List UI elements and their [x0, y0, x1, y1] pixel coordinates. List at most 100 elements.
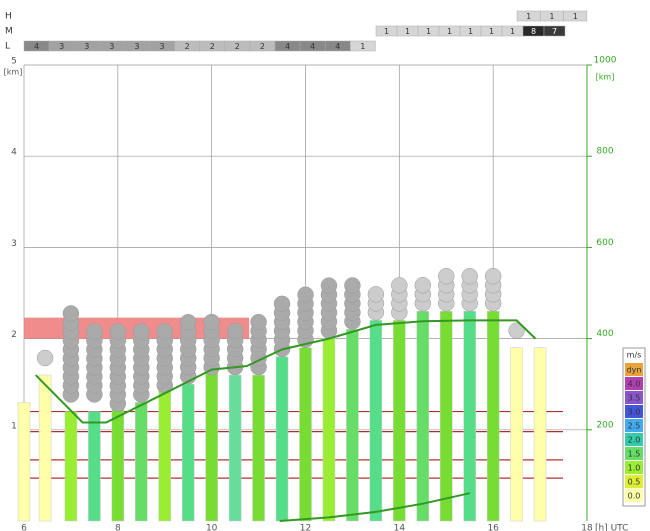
cover-value: 2: [260, 42, 265, 51]
legend-swatch: [625, 433, 643, 446]
y2-tick-label: 600: [596, 238, 613, 248]
cloud-puff: [203, 313, 220, 331]
cover-value: 3: [160, 42, 165, 51]
y-tick-label: 3: [11, 239, 17, 249]
cloud-puff: [226, 322, 244, 340]
x-axis-label: [h] UTC: [595, 524, 628, 531]
cover-value: 3: [84, 42, 89, 51]
thermal-column: [64, 411, 78, 522]
y-tick-label: 2: [11, 330, 17, 340]
y-axis-label: [km]: [4, 68, 23, 77]
thermal-column: [17, 402, 31, 522]
cloud-puff: [109, 323, 127, 340]
legend-swatch: [625, 377, 643, 390]
cover-value: 4: [310, 42, 315, 51]
cover-value: 1: [510, 27, 515, 36]
thermal-column: [346, 329, 359, 522]
legend-swatch: [625, 489, 643, 502]
cloud-puff: [273, 295, 291, 313]
row-label: L: [5, 42, 10, 52]
thermal-column: [369, 320, 383, 522]
y-tick-label: 1: [11, 421, 17, 431]
legend-title: m/s: [627, 351, 642, 360]
y2-tick-label: 1000: [594, 56, 617, 66]
cloud-stack: [391, 277, 408, 321]
legend-label: 2.5: [628, 422, 641, 431]
row-label: M: [5, 27, 13, 37]
legend-label: dyn: [627, 366, 642, 375]
cover-value: 2: [185, 42, 190, 51]
cloud-puff: [297, 286, 314, 303]
cloud-stack: [62, 305, 80, 403]
cloud-puff: [62, 305, 80, 322]
legend-label: 3.0: [628, 408, 641, 417]
cloud-stack: [508, 322, 525, 339]
cover-value: 1: [360, 42, 365, 51]
cover-value: 1: [489, 27, 494, 36]
cloud-puff: [344, 277, 361, 294]
legend-label: 0.0: [628, 492, 641, 501]
cloud-stack: [461, 267, 478, 312]
x-tick-label: 10: [206, 524, 218, 531]
cloud-puff: [86, 323, 103, 340]
cloud-stack: [86, 323, 103, 403]
thermal-column: [205, 365, 218, 522]
cloud-stack: [484, 267, 502, 312]
y-tick-label: 5: [11, 57, 17, 67]
x-tick-label: 18: [581, 524, 593, 531]
legend-label: 1.5: [628, 450, 641, 459]
cloud-stack: [414, 276, 432, 312]
thermal-column: [322, 338, 336, 522]
cloud-puff: [461, 267, 478, 285]
cloud-puff: [484, 267, 502, 285]
cloud-stack: [109, 323, 127, 412]
cover-value: 1: [573, 12, 578, 21]
cover-value: 7: [552, 27, 557, 36]
x-tick-label: 8: [115, 524, 121, 531]
legend-swatch: [625, 363, 643, 376]
cover-cell: [350, 40, 376, 52]
thermal-column: [158, 374, 171, 522]
cloud-puff: [508, 322, 525, 339]
cloud-puff: [438, 267, 455, 285]
thermal-column: [440, 310, 453, 522]
cloud-stack: [156, 323, 173, 394]
cloud-stack: [367, 286, 385, 321]
cloud-stack: [203, 313, 220, 376]
cover-value: 2: [235, 42, 240, 51]
thermal-column: [38, 374, 52, 522]
cloud-puff: [367, 286, 385, 303]
legend-label: 3.5: [628, 394, 641, 403]
cover-cell: [543, 25, 566, 37]
thermal-column: [228, 374, 242, 522]
cloud-stack: [133, 323, 150, 403]
cover-value: 1: [468, 27, 473, 36]
thermal-column: [275, 356, 289, 522]
cover-value: 1: [405, 27, 410, 36]
legend-swatch: [625, 447, 643, 460]
cloud-stack: [226, 322, 244, 376]
y-tick-label: 4: [11, 148, 17, 158]
cloud-puff: [250, 313, 267, 331]
thermal-column: [463, 310, 476, 522]
cloud-stack: [320, 277, 338, 339]
cover-value: 1: [526, 12, 531, 21]
thermal-column: [181, 383, 195, 522]
legend-swatch: [625, 419, 643, 432]
cloud-puff: [320, 277, 338, 294]
cover-value: 1: [384, 27, 389, 36]
cloud-puff: [133, 323, 150, 340]
y2-tick-label: 400: [596, 329, 613, 339]
legend-swatch: [625, 461, 643, 474]
y2-tick-label: 200: [596, 420, 613, 430]
cover-value: 1: [426, 27, 431, 36]
cloud-stack: [36, 349, 54, 367]
thermal-column: [88, 411, 101, 522]
cover-value: 4: [285, 42, 290, 51]
x-tick-label: 16: [487, 524, 499, 531]
cover-cell: [563, 10, 588, 22]
y2-tick-label: 800: [596, 147, 613, 157]
legend-label: 0.5: [628, 478, 641, 487]
cloud-puff: [179, 313, 197, 331]
